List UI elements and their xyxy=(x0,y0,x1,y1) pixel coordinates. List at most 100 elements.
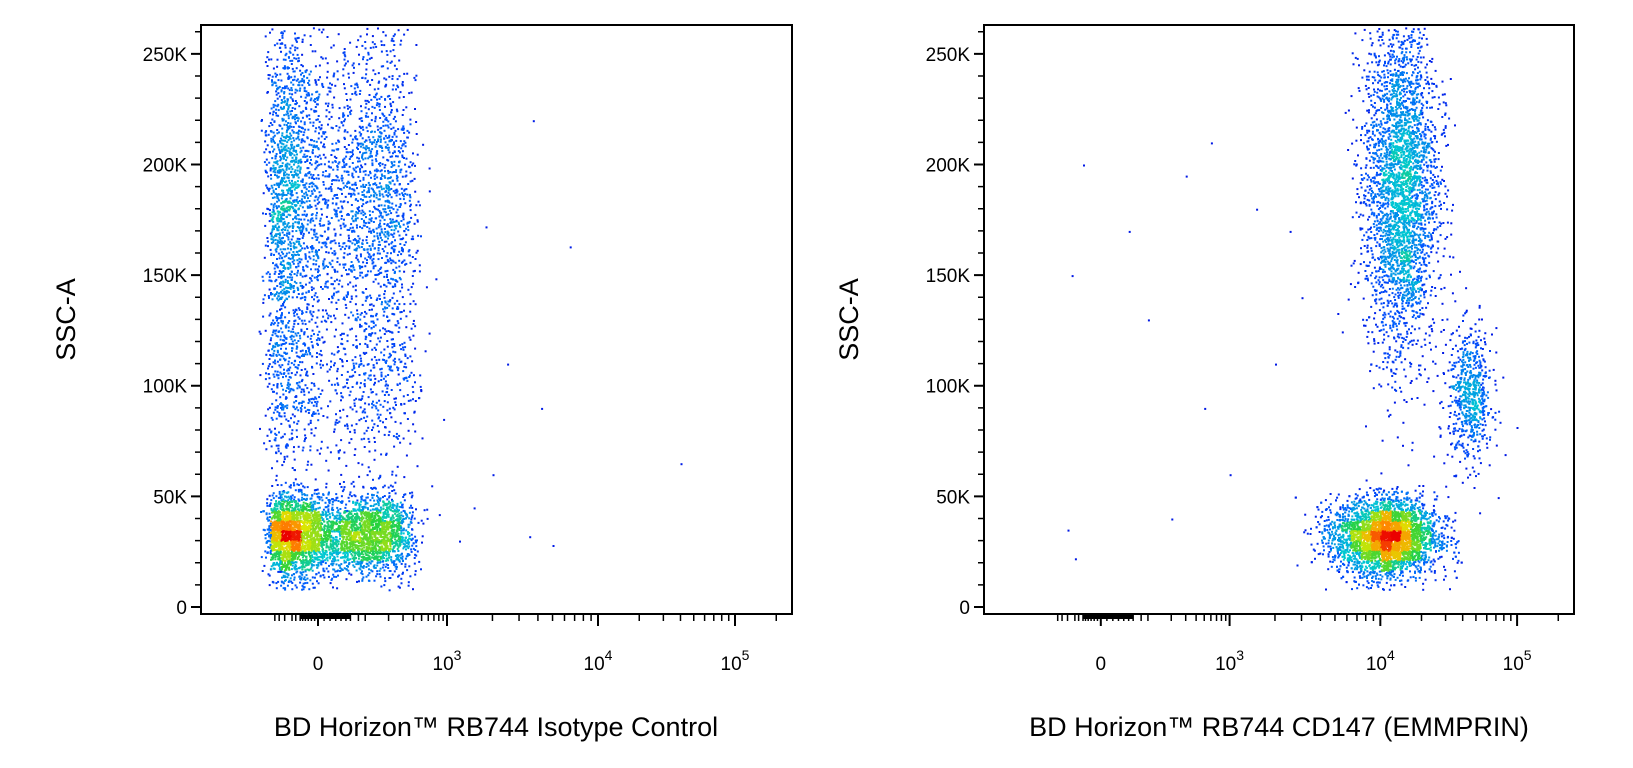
data-point xyxy=(273,582,275,584)
data-point xyxy=(411,545,413,547)
data-point xyxy=(402,496,404,498)
data-point xyxy=(301,536,303,538)
data-point xyxy=(359,160,361,162)
data-point xyxy=(300,504,302,506)
data-point xyxy=(346,529,348,531)
data-point xyxy=(312,527,314,529)
data-point xyxy=(337,556,339,558)
data-point xyxy=(333,293,335,295)
data-point xyxy=(277,520,279,522)
data-point xyxy=(330,552,332,554)
data-point xyxy=(266,498,268,500)
data-point xyxy=(405,513,407,515)
data-point xyxy=(388,492,390,494)
data-point xyxy=(369,295,371,297)
data-point xyxy=(382,512,384,514)
data-point xyxy=(313,333,315,335)
data-point xyxy=(415,508,417,510)
data-point xyxy=(383,543,385,545)
data-point xyxy=(360,572,362,574)
data-point xyxy=(355,517,357,519)
data-point xyxy=(286,503,288,505)
data-point xyxy=(295,184,297,186)
data-point xyxy=(363,567,365,569)
data-point xyxy=(390,534,392,536)
data-point xyxy=(411,551,413,553)
data-point xyxy=(318,549,320,551)
data-point xyxy=(383,569,385,571)
data-point xyxy=(344,541,346,543)
data-point xyxy=(344,118,346,120)
data-point xyxy=(393,564,395,566)
data-point xyxy=(397,531,399,533)
data-point xyxy=(343,531,345,533)
data-point xyxy=(324,513,326,515)
data-point xyxy=(361,549,363,551)
data-point xyxy=(367,514,369,516)
data-point xyxy=(378,226,380,228)
data-point xyxy=(337,575,339,577)
data-point xyxy=(307,261,309,263)
data-point xyxy=(395,541,397,543)
data-point xyxy=(270,520,272,522)
data-point xyxy=(296,483,298,485)
data-point xyxy=(409,512,411,514)
data-point xyxy=(328,535,330,537)
data-point xyxy=(373,515,375,517)
data-point xyxy=(411,529,413,531)
data-point xyxy=(306,498,308,500)
data-point xyxy=(316,493,318,495)
data-point xyxy=(332,501,334,503)
data-point xyxy=(348,535,350,537)
data-point xyxy=(304,576,306,578)
data-point xyxy=(310,538,312,540)
data-point xyxy=(365,552,367,554)
data-point xyxy=(286,565,288,567)
data-point xyxy=(287,519,289,521)
data-point xyxy=(271,119,273,121)
data-point xyxy=(308,546,310,548)
data-point xyxy=(362,486,364,488)
data-point xyxy=(385,526,387,528)
data-point xyxy=(365,216,367,218)
data-point xyxy=(373,517,375,519)
data-point xyxy=(342,569,344,571)
data-point xyxy=(362,559,364,561)
data-point xyxy=(382,556,384,558)
data-point xyxy=(298,539,300,541)
data-point xyxy=(355,546,357,548)
data-point xyxy=(325,502,327,504)
data-point xyxy=(287,499,289,501)
data-point xyxy=(316,554,318,556)
data-point xyxy=(377,499,379,501)
data-point xyxy=(366,63,368,65)
data-point xyxy=(334,515,336,517)
data-point xyxy=(285,579,287,581)
data-point xyxy=(282,526,284,528)
data-point xyxy=(388,192,390,194)
data-point xyxy=(325,486,327,488)
data-point xyxy=(380,586,382,588)
data-point xyxy=(310,44,312,46)
data-point xyxy=(393,561,395,563)
data-point xyxy=(343,83,345,85)
data-point xyxy=(385,529,387,531)
data-point xyxy=(333,97,335,99)
data-point xyxy=(275,555,277,557)
data-point xyxy=(270,568,272,570)
data-point xyxy=(405,171,407,173)
data-point xyxy=(321,499,323,501)
data-point xyxy=(336,194,338,196)
data-point xyxy=(365,543,367,545)
data-point xyxy=(353,557,355,559)
data-point xyxy=(371,303,373,305)
data-point xyxy=(293,553,295,555)
data-point xyxy=(262,570,264,572)
data-point xyxy=(355,214,357,216)
data-point xyxy=(411,507,413,509)
data-point xyxy=(291,501,293,503)
data-point xyxy=(348,573,350,575)
data-point xyxy=(376,570,378,572)
data-point xyxy=(291,574,293,576)
data-point xyxy=(415,541,417,543)
